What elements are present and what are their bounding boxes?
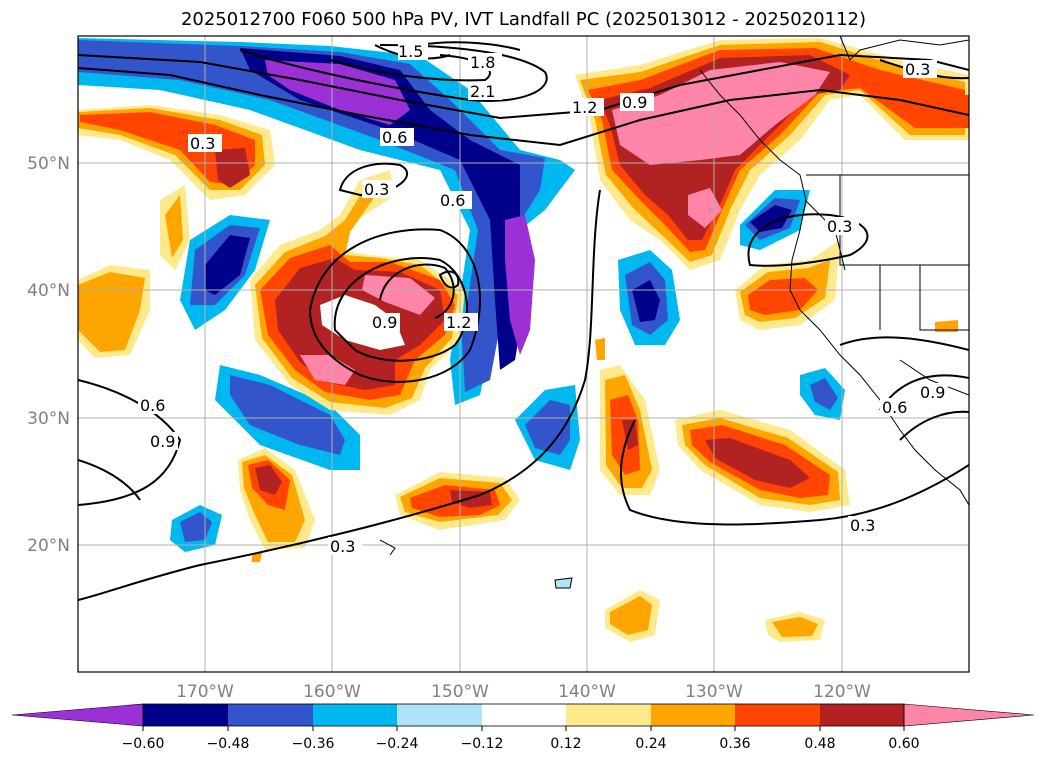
- lon-tick-label: 140°W: [558, 682, 616, 702]
- lat-tick-label: 40°N: [27, 281, 70, 301]
- lat-tick-label: 30°N: [27, 409, 70, 429]
- colorbar-tick-label: 0.36: [719, 736, 750, 752]
- contour-labels: 1.5 1.8 2.1 1.2 0.9 0.6 0.3 0.6 0.3 0.9 …: [138, 42, 948, 556]
- colorbar-tick-label: −0.48: [207, 736, 250, 752]
- colorbar-extend-min: [11, 703, 144, 727]
- lon-tick-label: 170°W: [176, 682, 234, 702]
- colorbar-extend-max: [903, 703, 1035, 727]
- colorbar-tick-label: −0.24: [376, 736, 419, 752]
- lon-tick-label: 120°W: [813, 682, 871, 702]
- map-frame: [77, 35, 970, 673]
- lat-ticks: 50°N 40°N 30°N 20°N: [27, 154, 70, 556]
- contour-label: 0.9: [622, 93, 647, 112]
- coastlines: [379, 36, 969, 589]
- pv-shading: [78, 38, 969, 642]
- contour-label: 0.3: [364, 180, 389, 199]
- contour-label: 1.8: [470, 53, 495, 72]
- colorbar-tick-label: 0.12: [550, 736, 581, 752]
- colorbar: −0.60 −0.48 −0.36 −0.24 −0.12 0.12 0.24 …: [11, 703, 1035, 752]
- colorbar-tick-label: −0.60: [122, 736, 165, 752]
- colorbar-swatch: [143, 704, 228, 726]
- lon-tick-label: 160°W: [303, 682, 361, 702]
- lat-tick-label: 50°N: [27, 154, 70, 174]
- contour-label: 0.3: [850, 516, 875, 535]
- contour-label: 2.1: [470, 82, 495, 101]
- graticule: [78, 36, 969, 672]
- colorbar-swatch: [313, 704, 397, 726]
- contour-label: 1.5: [398, 42, 423, 61]
- colorbar-swatch: [820, 704, 904, 726]
- colorbar-swatch: [228, 704, 313, 726]
- contour-label: 0.6: [382, 128, 407, 147]
- contour-label: 1.2: [572, 98, 597, 117]
- colorbar-swatch: [397, 704, 482, 726]
- contour-label: 0.9: [150, 432, 175, 451]
- colorbar-tick-label: −0.36: [292, 736, 335, 752]
- contour-label: 0.9: [920, 383, 945, 402]
- lon-tick-label: 150°W: [431, 682, 489, 702]
- contour-label: 0.3: [827, 217, 852, 236]
- colorbar-tick-label: −0.12: [461, 736, 504, 752]
- contour-label: 0.6: [882, 398, 907, 417]
- colorbar-swatch: [566, 704, 651, 726]
- lon-ticks: 170°W 160°W 150°W 140°W 130°W 120°W: [176, 682, 871, 702]
- contour-label: 0.6: [440, 191, 465, 210]
- contour-label: 0.9: [372, 313, 397, 332]
- colorbar-tick-label: 0.60: [888, 736, 919, 752]
- contour-label: 0.6: [140, 396, 165, 415]
- colorbar-swatch: [482, 704, 566, 726]
- contour-label: 0.3: [905, 60, 930, 79]
- contour-label: 1.2: [446, 313, 471, 332]
- lon-tick-label: 130°W: [685, 682, 743, 702]
- contour-label: 0.3: [330, 537, 355, 556]
- colorbar-swatch: [651, 704, 735, 726]
- lat-tick-label: 20°N: [27, 536, 70, 556]
- map-title: 2025012700 F060 500 hPa PV, IVT Landfall…: [180, 9, 867, 30]
- colorbar-swatch: [735, 704, 820, 726]
- colorbar-tick-label: 0.24: [635, 736, 666, 752]
- contour-label: 0.3: [190, 134, 215, 153]
- colorbar-tick-label: 0.48: [804, 736, 835, 752]
